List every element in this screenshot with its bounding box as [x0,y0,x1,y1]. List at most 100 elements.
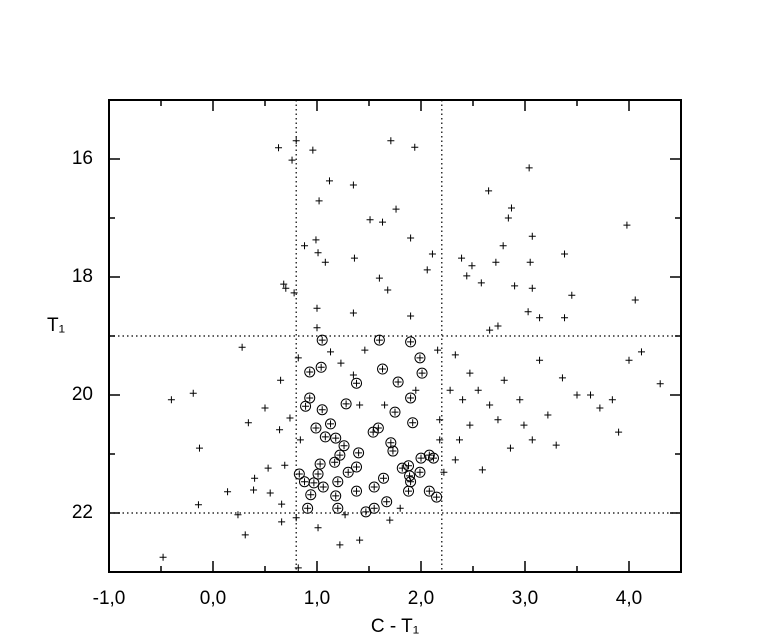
circled-point [368,481,380,493]
point [396,504,404,512]
point [525,164,533,172]
y-tick-label: 18 [72,266,93,287]
point [309,146,317,154]
point [528,232,536,240]
circled-point [405,476,417,488]
x-tick-label: -1,0 [93,588,126,609]
point [573,391,581,399]
circled-point [367,426,379,438]
circled-point [368,502,380,514]
point [349,371,357,379]
point [337,359,345,367]
point [558,374,566,382]
point [528,284,536,292]
circled-point [396,462,408,474]
point [278,500,286,508]
circled-point [293,468,305,480]
point [250,486,258,494]
point [327,348,335,356]
point [478,466,486,474]
point [194,501,202,509]
point [286,414,294,422]
x-axis-label: C - T₁ [371,616,419,637]
point [552,441,560,449]
circled-point [414,352,426,364]
circled-point [416,367,428,379]
point [411,143,419,151]
point [244,419,252,427]
point [195,444,203,452]
point [455,436,463,444]
point [282,284,290,292]
circled-point [385,437,397,449]
point [315,197,323,205]
circled-point [404,470,416,482]
point [387,137,395,145]
point [486,401,494,409]
circled-point [329,456,341,468]
point [494,322,502,330]
circled-point [304,392,316,404]
circled-point [378,472,390,484]
point [466,421,474,429]
circled-point [405,336,417,348]
point [474,386,482,394]
circled-point [431,491,443,503]
point [526,258,534,266]
point [288,156,296,164]
point [544,411,552,419]
x-tick-label: 3,0 [512,588,538,609]
circled-point [392,376,404,388]
circled-point [299,476,311,488]
point [504,214,512,222]
circled-point [302,502,314,514]
point [276,426,284,434]
point [428,250,436,258]
circled-point [387,445,399,457]
point [292,514,300,522]
point [536,314,544,322]
point [366,216,374,224]
point [167,396,175,404]
point [623,221,631,229]
point [392,205,400,213]
point [507,204,515,212]
circled-point [407,417,419,429]
point [313,304,321,312]
circled-point [340,398,352,410]
circled-point [389,406,401,418]
point [463,272,471,280]
point [516,396,524,404]
point [281,461,289,469]
circled-point [332,476,344,488]
point [278,518,286,526]
point [631,296,639,304]
point [423,266,431,274]
point [349,309,357,317]
y-axis-label: T₁ [47,315,65,336]
point [280,280,288,288]
circled-point [305,489,317,501]
point [608,396,616,404]
point [436,416,444,424]
circled-point [312,468,324,480]
point [294,564,302,572]
circled-point [316,404,328,416]
point [264,464,272,472]
circled-point [342,466,354,478]
circled-point [381,496,393,508]
point [637,348,645,356]
point [224,488,232,496]
circled-point [351,485,363,497]
circled-point [427,452,439,464]
point [520,421,528,429]
point [381,401,389,409]
point [511,282,519,290]
point [524,308,532,316]
circled-point [414,466,426,478]
circled-point [338,440,350,452]
point [234,511,242,519]
point [350,254,358,262]
circled-point [308,477,320,489]
